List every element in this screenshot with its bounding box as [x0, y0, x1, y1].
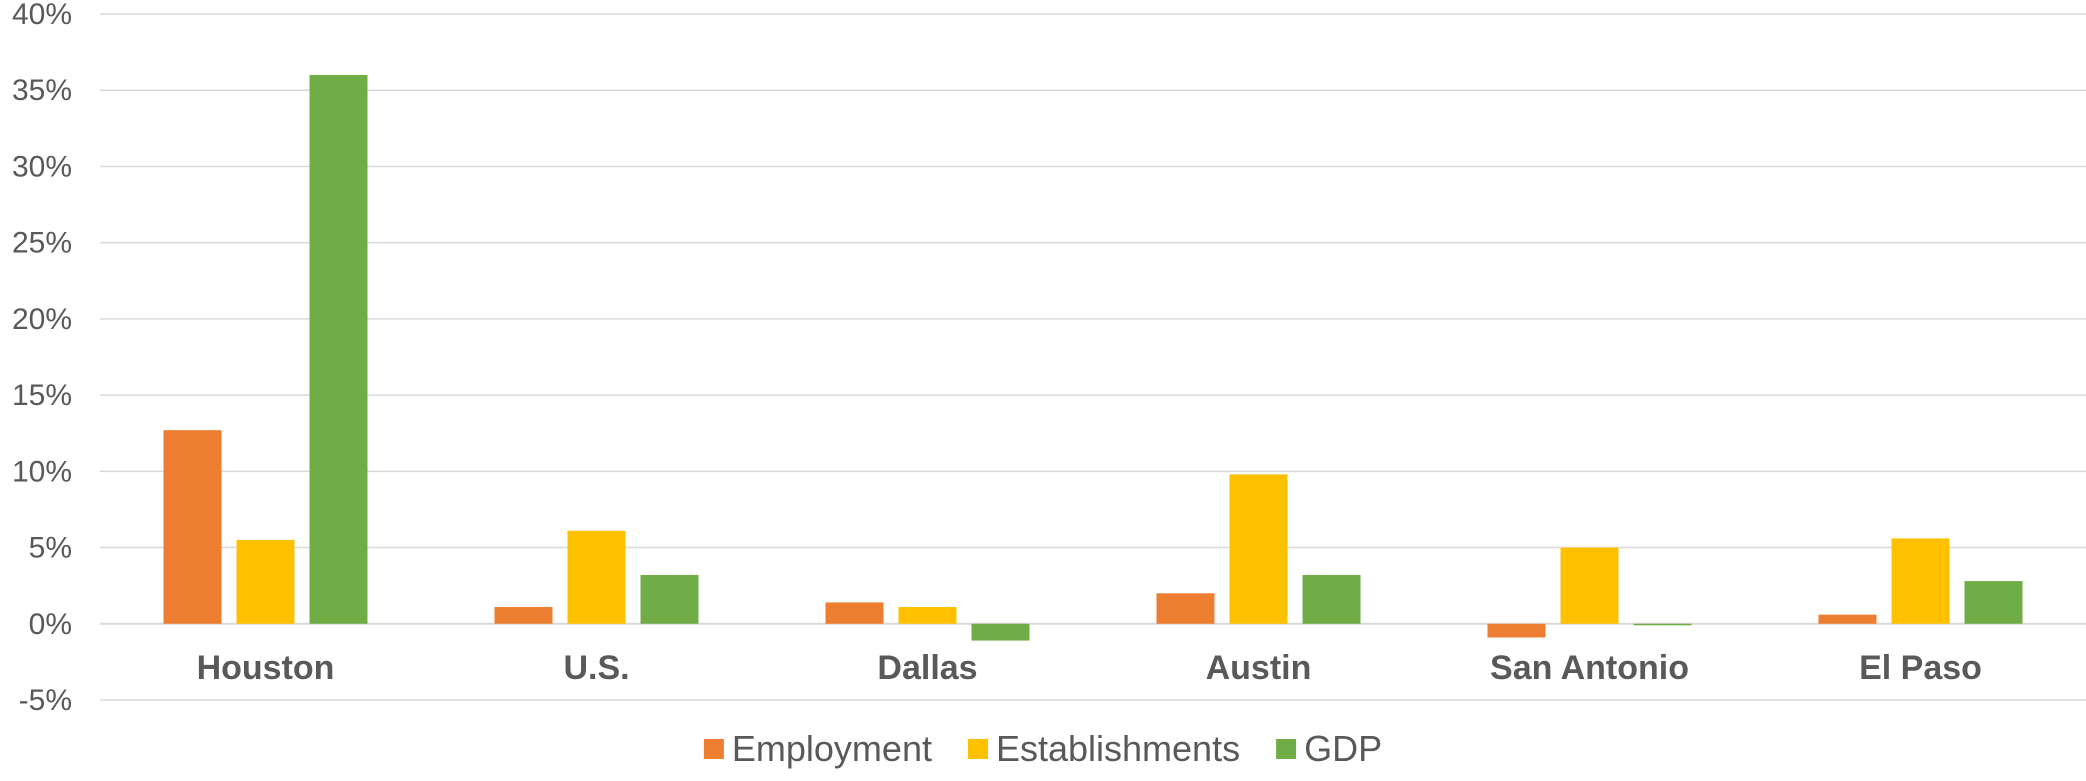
x-category-label: El Paso — [1859, 649, 1982, 687]
x-category-label: Houston — [197, 649, 335, 687]
bar-establishments-houston — [236, 539, 295, 624]
y-tick-label: 40% — [12, 0, 72, 31]
x-axis-category-labels: Houston U.S. Dallas Austin San Antonio El Pas… — [197, 649, 1982, 687]
bar-employment-san-antonio — [1487, 623, 1546, 638]
bar-gdp-el-paso — [1964, 581, 2023, 624]
bar-gdp-san-antonio — [1633, 623, 1692, 626]
y-tick-label: 0% — [29, 608, 72, 641]
legend: Employment Establishments GDP — [703, 728, 1382, 769]
bar-gdp-austin — [1302, 574, 1361, 624]
y-tick-label: 25% — [12, 227, 72, 260]
bar-employment-dallas — [825, 602, 884, 624]
legend-swatch-employment — [703, 739, 724, 759]
bar-employment-u-s- — [494, 607, 553, 624]
bar-gdp-houston — [309, 74, 368, 624]
gridlines — [100, 13, 2086, 701]
y-axis-tick-labels: -5% 0% 5% 10% 15% 20% 25% 30% 35% 40% — [12, 0, 72, 717]
bar-establishments-san-antonio — [1560, 547, 1619, 624]
y-tick-label: -5% — [19, 684, 72, 717]
y-tick-label: 5% — [29, 532, 72, 565]
legend-label-establishments: Establishments — [996, 728, 1240, 769]
bar-gdp-dallas — [971, 623, 1030, 641]
x-category-label: San Antonio — [1490, 649, 1689, 687]
bar-employment-el-paso — [1818, 614, 1877, 624]
bar-establishments-el-paso — [1891, 538, 1950, 624]
y-tick-label: 35% — [12, 74, 72, 107]
x-category-label: Austin — [1206, 649, 1312, 687]
x-category-label: U.S. — [563, 649, 629, 687]
legend-label-gdp: GDP — [1304, 728, 1382, 769]
bar-gdp-u-s- — [640, 574, 699, 624]
legend-swatch-gdp — [1276, 739, 1297, 759]
bar-establishments-austin — [1229, 474, 1288, 624]
y-tick-label: 30% — [12, 150, 72, 183]
y-tick-label: 15% — [12, 379, 72, 412]
x-category-label: Dallas — [877, 649, 977, 687]
bar-establishments-u-s- — [567, 530, 626, 624]
bar-employment-austin — [1156, 593, 1215, 624]
y-tick-label: 10% — [12, 455, 72, 488]
y-tick-label: 20% — [12, 303, 72, 336]
legend-label-employment: Employment — [732, 728, 932, 769]
bar-employment-houston — [163, 430, 222, 624]
bar-establishments-dallas — [898, 607, 957, 624]
legend-swatch-establishments — [967, 739, 988, 759]
bars — [163, 74, 2023, 641]
